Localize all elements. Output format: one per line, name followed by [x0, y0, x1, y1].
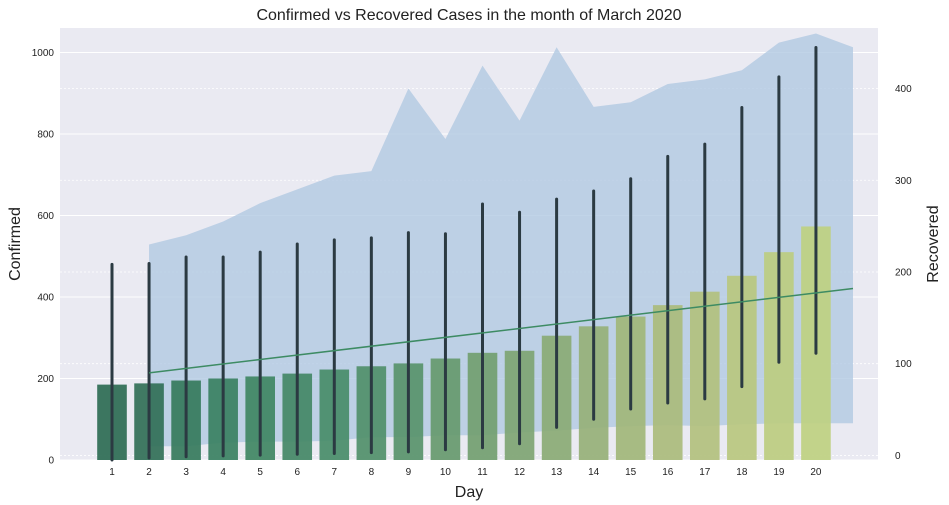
y-tick-label: 600 [37, 211, 54, 222]
y-tick-label: 200 [37, 374, 54, 385]
y-tick-label: 400 [37, 292, 54, 303]
y-axis-label: Confirmed [7, 207, 24, 281]
y2-tick-label: 200 [895, 267, 912, 278]
x-tick-label: 8 [369, 467, 375, 478]
chart-title: Confirmed vs Recovered Cases in the mont… [256, 7, 681, 24]
x-tick-label: 20 [810, 467, 822, 478]
x-tick-label: 15 [625, 467, 637, 478]
x-tick-label: 10 [440, 467, 452, 478]
y-tick-label: 1000 [32, 48, 55, 59]
x-tick-label: 12 [514, 467, 526, 478]
x-tick-labels: 1 2 3 4 5 6 7 8 9 10 11 12 13 14 15 16 17 18 19 20 [109, 467, 822, 478]
y-tick-labels: 0 200 400 600 800 1000 [32, 48, 55, 467]
x-tick-label: 17 [699, 467, 711, 478]
trend-line-layer [148, 287, 854, 374]
x-tick-label: 3 [183, 467, 189, 478]
x-tick-label: 6 [294, 467, 300, 478]
y2-axis-label: Recovered [925, 205, 942, 282]
x-tick-label: 5 [257, 467, 263, 478]
trend-line [148, 287, 854, 374]
y-tick-label: 0 [48, 456, 54, 467]
errorbar-layer [110, 46, 818, 462]
y-tick-label: 800 [37, 129, 54, 140]
x-tick-label: 18 [736, 467, 748, 478]
x-tick-label: 1 [109, 467, 115, 478]
y2-tick-label: 300 [895, 176, 912, 187]
x-tick-label: 19 [773, 467, 785, 478]
y2-tick-labels: 0 100 200 300 400 [895, 84, 912, 462]
x-tick-label: 13 [551, 467, 563, 478]
y2-tick-label: 100 [895, 359, 912, 370]
x-tick-label: 2 [146, 467, 152, 478]
x-tick-label: 16 [662, 467, 674, 478]
x-axis-label: Day [455, 484, 483, 501]
x-tick-label: 11 [477, 467, 488, 478]
x-tick-label: 9 [406, 467, 412, 478]
y2-tick-label: 400 [895, 84, 912, 95]
x-tick-label: 7 [332, 467, 338, 478]
x-tick-label: 14 [588, 467, 600, 478]
y2-tick-label: 0 [895, 451, 901, 462]
x-tick-label: 4 [220, 467, 226, 478]
